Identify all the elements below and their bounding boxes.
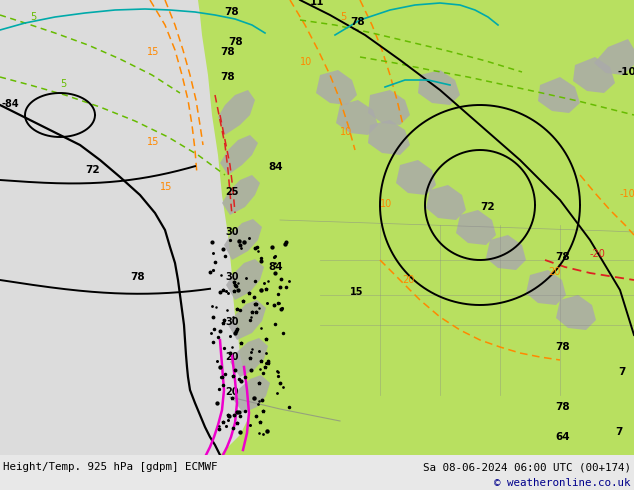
Text: 30: 30	[225, 317, 238, 327]
Text: 78: 78	[224, 7, 238, 17]
Text: 10: 10	[380, 199, 392, 209]
Text: Sa 08-06-2024 06:00 UTC (00+174): Sa 08-06-2024 06:00 UTC (00+174)	[423, 462, 631, 472]
Polygon shape	[486, 235, 526, 270]
Polygon shape	[573, 57, 615, 93]
Text: -10: -10	[620, 189, 634, 199]
Polygon shape	[230, 338, 268, 377]
Text: 78: 78	[555, 252, 569, 262]
Text: 7: 7	[2, 0, 10, 2]
Polygon shape	[418, 70, 460, 105]
Text: -10: -10	[618, 67, 634, 77]
Polygon shape	[396, 160, 436, 195]
Polygon shape	[336, 100, 378, 135]
Text: -84: -84	[2, 99, 20, 109]
Text: 20: 20	[225, 352, 238, 362]
Text: 25: 25	[225, 187, 238, 197]
Polygon shape	[198, 0, 634, 455]
Text: 20: 20	[225, 387, 238, 397]
Text: 15: 15	[147, 47, 159, 57]
Polygon shape	[228, 300, 266, 340]
Text: 78: 78	[555, 342, 569, 352]
Polygon shape	[222, 175, 260, 215]
Polygon shape	[316, 70, 357, 105]
Text: 7: 7	[615, 427, 623, 437]
Text: 15: 15	[350, 287, 363, 297]
Text: 5: 5	[340, 12, 346, 22]
Text: 72: 72	[85, 165, 100, 175]
Text: 15: 15	[147, 137, 159, 147]
Text: 64: 64	[555, 432, 569, 442]
Text: 7: 7	[615, 0, 623, 2]
Polygon shape	[456, 210, 496, 245]
Text: 20: 20	[402, 275, 415, 285]
Text: 5: 5	[30, 12, 36, 22]
Polygon shape	[226, 259, 264, 300]
Polygon shape	[594, 39, 634, 75]
Text: 5: 5	[60, 79, 66, 89]
Text: 78: 78	[555, 402, 569, 412]
Polygon shape	[426, 185, 466, 220]
Text: 11: 11	[310, 0, 325, 7]
Polygon shape	[224, 219, 262, 260]
Text: 78: 78	[130, 272, 145, 282]
Text: 15: 15	[160, 182, 172, 192]
Text: Height/Temp. 925 hPa [gdpm] ECMWF: Height/Temp. 925 hPa [gdpm] ECMWF	[3, 462, 217, 472]
Text: 10: 10	[300, 57, 313, 67]
Text: 78: 78	[228, 37, 243, 47]
Text: 78: 78	[220, 72, 235, 82]
Text: 84: 84	[268, 162, 283, 172]
Text: 72: 72	[480, 202, 495, 212]
Text: 20: 20	[548, 267, 560, 277]
Polygon shape	[218, 90, 255, 135]
Text: 78: 78	[220, 47, 235, 57]
Polygon shape	[368, 90, 410, 125]
Text: 7: 7	[618, 367, 625, 377]
Text: © weatheronline.co.uk: © weatheronline.co.uk	[495, 478, 631, 488]
Text: 10: 10	[340, 127, 353, 137]
Polygon shape	[220, 135, 258, 175]
Text: -20: -20	[590, 249, 606, 259]
Polygon shape	[556, 295, 596, 330]
Polygon shape	[538, 77, 580, 113]
Text: 84: 84	[268, 262, 283, 272]
Text: 78: 78	[350, 17, 365, 27]
Polygon shape	[526, 270, 566, 305]
Polygon shape	[368, 120, 410, 155]
Text: 30: 30	[225, 227, 238, 237]
Text: 11: 11	[380, 0, 394, 2]
Polygon shape	[232, 375, 270, 413]
Text: 30: 30	[225, 272, 238, 282]
